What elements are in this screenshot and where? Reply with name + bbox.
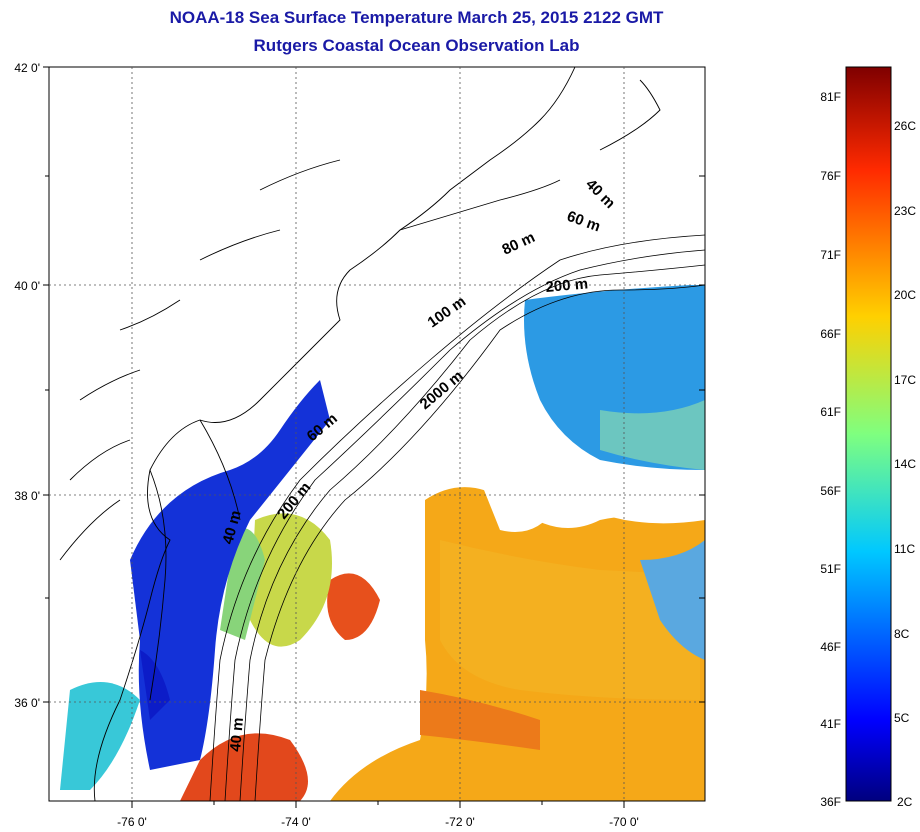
- contour-label: 2000 m: [417, 367, 467, 413]
- cloud-patch: [480, 473, 560, 532]
- map-title: NOAA-18 Sea Surface Temperature March 25…: [169, 8, 664, 27]
- colorbar-c-label: 5C: [894, 711, 910, 725]
- delaware-bay: [199, 419, 241, 521]
- colorbar-fahrenheit-labels: 81F 76F 71F 66F 61F 56F 51F 46F 41F 36F: [820, 90, 841, 809]
- lon-label: -74 0': [281, 815, 311, 829]
- colorbar-c-label: 17C: [894, 373, 916, 387]
- contour-label: 60 m: [565, 208, 603, 236]
- latitude-labels: 42 0' 40 0' 38 0' 36 0': [14, 61, 40, 710]
- cold-water-bay: [140, 650, 170, 720]
- lat-label: 42 0': [14, 61, 40, 75]
- contour-label: 80 m: [500, 229, 538, 259]
- colorbar-c-label: 2C: [897, 795, 913, 809]
- cape-cod: [599, 79, 661, 151]
- lat-label: 38 0': [14, 489, 40, 503]
- colorbar: [845, 66, 892, 802]
- colorbar-celsius-labels: 26C 23C 20C 17C 14C 11C 8C 5C 2C: [894, 119, 916, 809]
- mild-water-offshore: [600, 400, 705, 470]
- graticule: [49, 67, 705, 801]
- cool-water-east: [640, 540, 705, 660]
- lat-label: 40 0': [14, 279, 40, 293]
- bathymetry-contours: [209, 234, 705, 801]
- chesapeake-bay: [149, 469, 167, 701]
- contour-label: 40 m: [582, 176, 618, 212]
- mild-water-region: [250, 513, 332, 647]
- lon-label: -76 0': [117, 815, 147, 829]
- map-subtitle: Rutgers Coastal Ocean Observation Lab: [253, 36, 580, 55]
- colorbar-f-label: 76F: [820, 169, 841, 183]
- long-island: [399, 179, 561, 231]
- hot-water-patch: [420, 690, 540, 750]
- inland-rivers: [59, 159, 341, 561]
- coastline: [59, 67, 661, 801]
- colorbar-f-label: 36F: [820, 795, 841, 809]
- cloud-patch-2: [590, 476, 705, 524]
- colorbar-f-label: 41F: [820, 717, 841, 731]
- lat-label: 36 0': [14, 696, 40, 710]
- lon-label: -72 0': [445, 815, 475, 829]
- contour-label: 100 m: [425, 293, 470, 331]
- map-frame: [48, 66, 706, 802]
- cool-water-sound: [60, 682, 140, 790]
- lon-label: -70 0': [609, 815, 639, 829]
- contour-label: 200 m: [545, 275, 589, 296]
- colorbar-f-label: 66F: [820, 327, 841, 341]
- colorbar-f-label: 61F: [820, 405, 841, 419]
- axis-ticks: [43, 66, 705, 808]
- colorbar-f-label: 71F: [820, 248, 841, 262]
- colorbar-f-label: 51F: [820, 562, 841, 576]
- colorbar-c-label: 14C: [894, 457, 916, 471]
- coastline-main: [93, 67, 576, 801]
- hot-water-south: [180, 733, 308, 801]
- cold-water-coastal: [130, 380, 330, 770]
- colorbar-f-label: 46F: [820, 640, 841, 654]
- colorbar-c-label: 8C: [894, 627, 910, 641]
- colorbar-f-label: 56F: [820, 484, 841, 498]
- colorbar-c-label: 11C: [894, 542, 915, 556]
- warm-water-core: [440, 540, 700, 700]
- contour-label: 40 m: [227, 717, 247, 753]
- hot-water-filament: [327, 573, 380, 640]
- sst-imagery: [60, 285, 705, 801]
- longitude-labels: -76 0' -74 0' -72 0' -70 0': [117, 815, 639, 829]
- colorbar-f-label: 81F: [820, 90, 841, 104]
- colorbar-c-label: 26C: [894, 119, 916, 133]
- colorbar-c-label: 20C: [894, 288, 916, 302]
- colorbar-c-label: 23C: [894, 204, 916, 218]
